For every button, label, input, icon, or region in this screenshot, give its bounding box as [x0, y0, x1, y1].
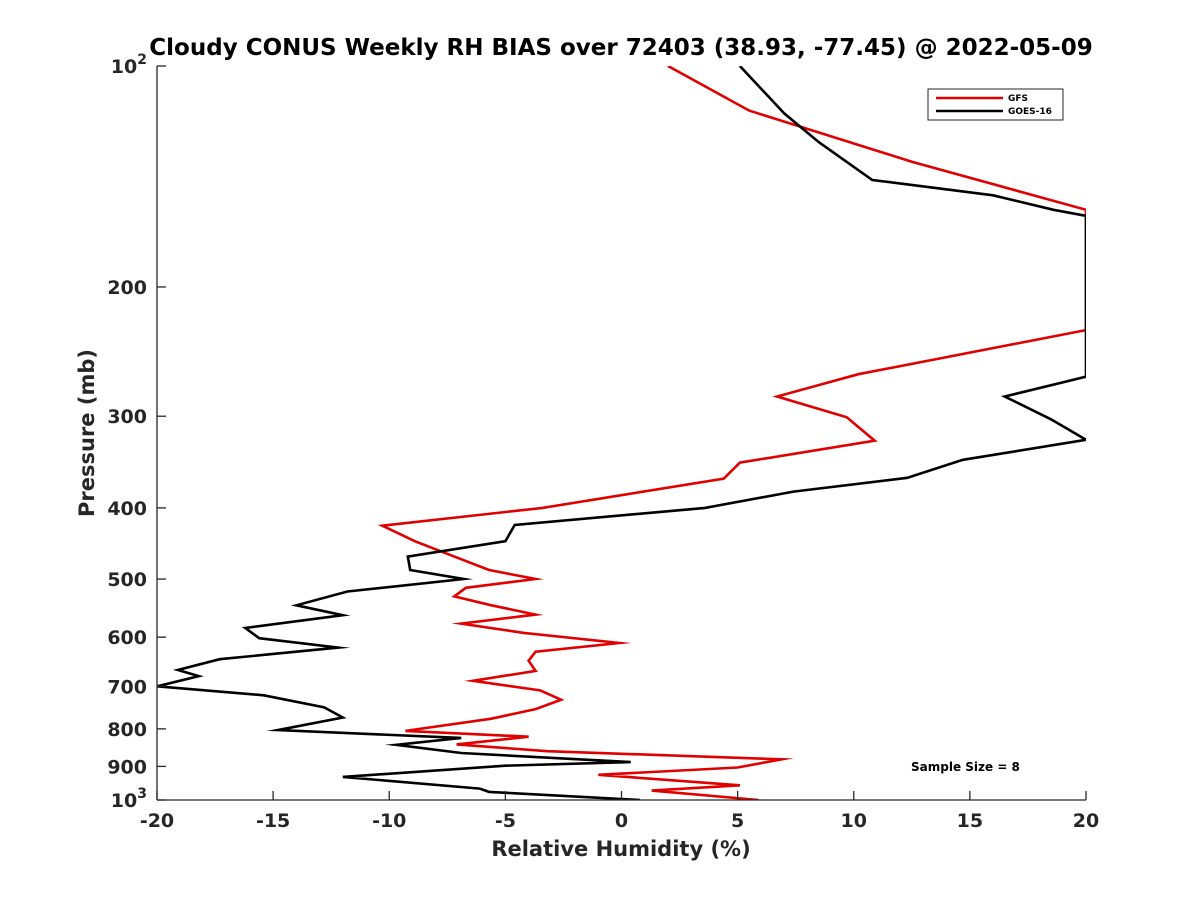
x-tick-label: 10 [841, 810, 867, 832]
series-line-goes-16 [157, 66, 1086, 800]
y-tick-label: 900 [107, 756, 147, 778]
y-axis-label: Pressure (mb) [75, 349, 99, 517]
y-tick-label: 300 [107, 406, 147, 428]
y-tick-label: 500 [107, 569, 147, 591]
x-axis-label: Relative Humidity (%) [491, 837, 750, 861]
x-tick-label: -10 [372, 810, 406, 832]
y-tick-label: 103 [111, 786, 147, 812]
x-tick-label: -15 [256, 810, 290, 832]
x-tick-label: 20 [1073, 810, 1099, 832]
x-tick-label: -20 [140, 810, 174, 832]
x-tick-label: 15 [957, 810, 983, 832]
y-tick-label: 400 [107, 498, 147, 520]
y-tick-label: 800 [107, 719, 147, 741]
chart-title: Cloudy CONUS Weekly RH BIAS over 72403 (… [149, 35, 1092, 61]
series-line-gfs [377, 66, 1086, 800]
y-tick-label: 600 [107, 627, 147, 649]
y-tick-label: 102 [111, 52, 147, 78]
x-tick-label: 0 [615, 810, 628, 832]
plot-lines [157, 66, 1086, 800]
legend-box [927, 88, 1064, 121]
x-tick-label: -5 [495, 810, 516, 832]
legend-label-gfs: GFS [1008, 94, 1028, 104]
x-tick-label: 5 [731, 810, 744, 832]
axes: -20 -15 -10 -5 0 5 10 15 20 102 200 300 400 500 600 700… [107, 52, 1099, 832]
sample-size-annotation: Sample Size = 8 [911, 760, 1020, 774]
legend: GFS GOES-16 [927, 88, 1064, 121]
legend-label-goes-16: GOES-16 [1008, 107, 1052, 117]
y-tick-label: 700 [107, 676, 147, 698]
y-tick-label: 200 [107, 277, 147, 299]
